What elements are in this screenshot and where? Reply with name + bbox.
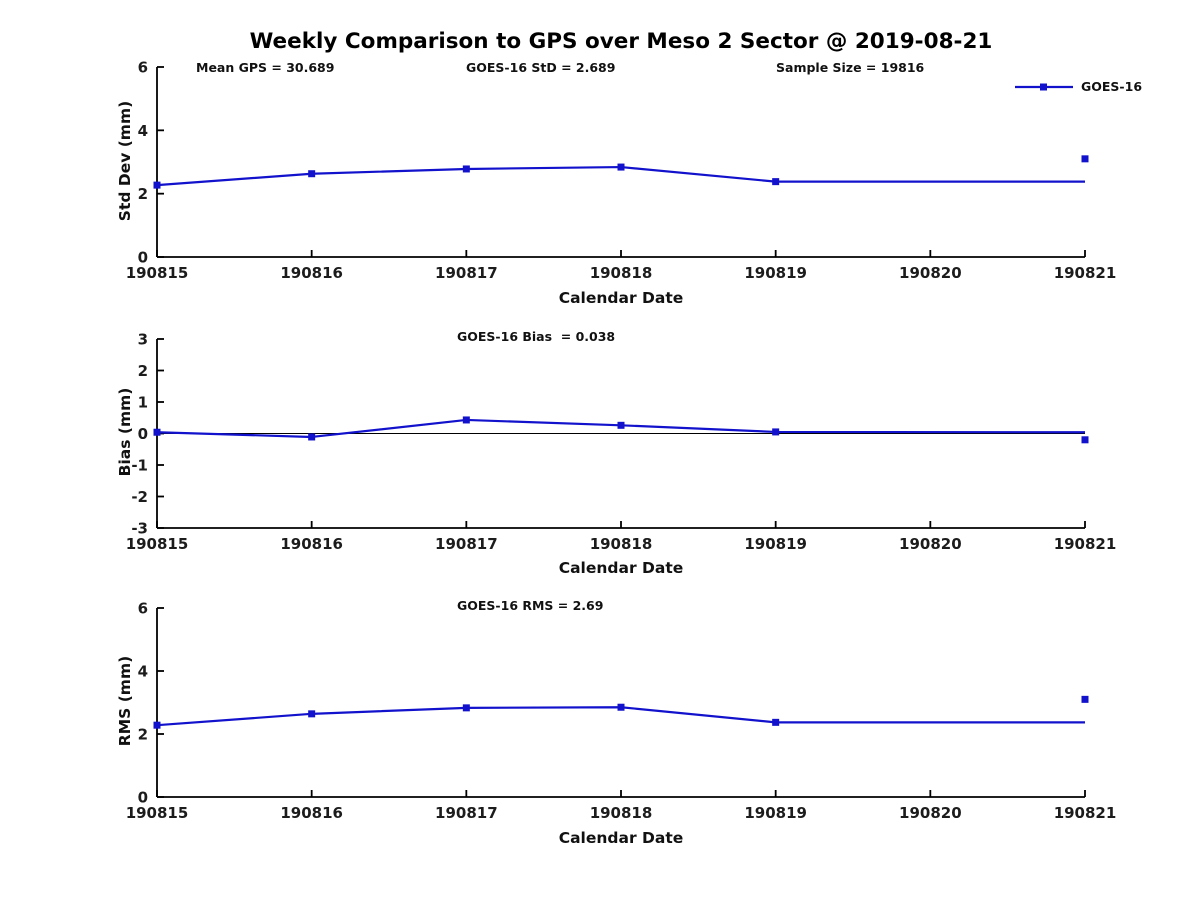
y-tick-label: 6: [138, 600, 148, 618]
x-tick-label: 190818: [590, 264, 653, 282]
series-line-goes-16: [156, 418, 1086, 439]
subplot-rms: 0 2 4 6 190815 190816 190817 190818 190819 190820…: [126, 600, 1117, 823]
annotation-goes16-bias: GOES-16 Bias = 0.038: [457, 329, 616, 344]
subplot-bias: -3 -2 -1 0 1 2 3 190815 190816 190817 190818 190819…: [126, 331, 1117, 554]
isolated-point-marker: [1081, 155, 1089, 163]
x-tick-label: 190820: [899, 264, 962, 282]
y-tick-label: 4: [138, 663, 148, 681]
y-tick-label: 6: [138, 59, 148, 77]
y-tick-label: 4: [138, 122, 148, 140]
x-tick-label: 190820: [899, 804, 962, 822]
data-marker: [308, 433, 316, 441]
xlabel-calendar-date-1: Calendar Date: [558, 289, 684, 307]
x-tick-label: 190816: [280, 535, 343, 553]
y-tick-label: 2: [138, 726, 148, 744]
y-tick-label: 0: [138, 425, 148, 443]
data-marker: [462, 165, 470, 173]
x-tick-label: 190821: [1054, 804, 1117, 822]
y-tick-label: 2: [138, 185, 148, 203]
annotation-mean-gps: Mean GPS = 30.689: [196, 60, 335, 75]
data-marker: [462, 416, 470, 424]
data-marker: [772, 428, 780, 436]
data-marker: [617, 163, 625, 171]
data-marker: [308, 710, 316, 718]
data-marker: [308, 170, 316, 178]
data-marker: [617, 421, 625, 429]
x-tick-label: 190819: [744, 804, 807, 822]
xlabel-calendar-date-3: Calendar Date: [558, 829, 684, 847]
annotation-sample-size: Sample Size = 19816: [776, 60, 925, 75]
x-tick-label: 190817: [435, 264, 498, 282]
legend-label: GOES-16: [1081, 79, 1143, 94]
y-tick-label: -1: [131, 457, 148, 475]
legend-line-sample: [1015, 83, 1073, 90]
y-tick-label: 2: [138, 362, 148, 380]
x-tick-label: 190818: [590, 535, 653, 553]
isolated-point-marker: [1081, 695, 1089, 703]
x-tick-label: 190820: [899, 535, 962, 553]
x-tick-label: 190819: [744, 535, 807, 553]
x-tick-label: 190821: [1054, 264, 1117, 282]
data-marker: [772, 178, 780, 186]
y-tick-label: 3: [138, 331, 148, 349]
y-tick-label: 1: [138, 394, 148, 412]
x-tick-label: 190821: [1054, 535, 1117, 553]
x-tick-label: 190817: [435, 535, 498, 553]
x-tick-label: 190815: [126, 264, 189, 282]
x-tick-label: 190818: [590, 804, 653, 822]
x-tick-label: 190819: [744, 264, 807, 282]
data-marker: [772, 718, 780, 726]
y-tick-label: 0: [138, 789, 148, 807]
series-line-goes-16: [156, 706, 1085, 727]
annotation-goes16-rms: GOES-16 RMS = 2.69: [457, 598, 604, 613]
x-tick-label: 190817: [435, 804, 498, 822]
y-tick-label: -3: [131, 520, 148, 538]
x-tick-label: 190816: [280, 804, 343, 822]
data-marker: [153, 721, 161, 729]
y-tick-label: 0: [138, 249, 148, 267]
x-tick-label: 190815: [126, 804, 189, 822]
data-marker: [462, 704, 470, 712]
x-tick-label: 190815: [126, 535, 189, 553]
isolated-point-marker: [1081, 436, 1089, 444]
series-line-goes-16: [156, 165, 1085, 187]
data-marker: [153, 181, 161, 189]
legend: GOES-16: [1014, 79, 1142, 94]
annotation-goes16-std: GOES-16 StD = 2.689: [466, 60, 616, 75]
xlabel-calendar-date-2: Calendar Date: [558, 559, 684, 577]
data-marker: [617, 703, 625, 711]
y-tick-label: -2: [131, 488, 148, 506]
subplot-std-dev: 0 2 4 6 190815 190816 190817 190818 190819 190820…: [126, 59, 1117, 283]
legend-square-marker-icon: [1040, 83, 1047, 90]
data-marker: [153, 428, 161, 436]
figure-title: Weekly Comparison to GPS over Meso 2 Sec…: [249, 29, 993, 54]
x-tick-label: 190816: [280, 264, 343, 282]
